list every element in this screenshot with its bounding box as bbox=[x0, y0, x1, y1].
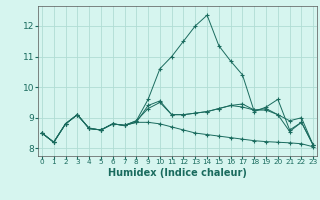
X-axis label: Humidex (Indice chaleur): Humidex (Indice chaleur) bbox=[108, 168, 247, 178]
